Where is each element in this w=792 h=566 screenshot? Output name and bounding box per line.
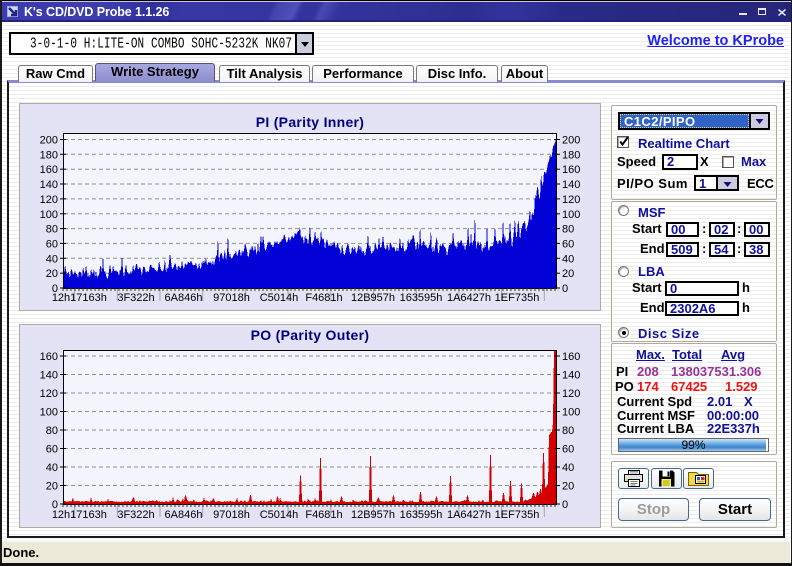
svg-text:1EF735h: 1EF735h [495,292,540,304]
svg-text:20: 20 [562,268,574,280]
svg-text:3F322h: 3F322h [117,509,154,521]
svg-text:100: 100 [562,407,580,419]
svg-text:80: 80 [46,425,58,437]
svg-text:120: 120 [562,388,580,400]
svg-text:140: 140 [40,179,58,191]
svg-text:1A6427h: 1A6427h [447,509,491,521]
svg-text:120: 120 [40,388,58,400]
svg-text:20: 20 [46,481,58,493]
svg-text:80: 80 [46,224,58,236]
svg-text:17163h: 17163h [70,509,107,521]
svg-text:6A846h: 6A846h [165,292,203,304]
svg-text:180: 180 [562,149,580,161]
svg-text:40: 40 [46,253,58,265]
svg-text:60: 60 [562,238,574,250]
svg-text:163595h: 163595h [400,292,443,304]
svg-text:140: 140 [562,370,580,382]
svg-text:60: 60 [46,238,58,250]
svg-text:80: 80 [562,425,574,437]
svg-text:160: 160 [562,164,580,176]
svg-text:100: 100 [562,209,580,221]
svg-text:0: 0 [562,283,568,295]
svg-text:12h: 12h [52,292,70,304]
svg-text:F4681h: F4681h [305,509,342,521]
svg-text:60: 60 [46,444,58,456]
svg-text:160: 160 [40,164,58,176]
svg-text:120: 120 [562,194,580,206]
svg-text:6A846h: 6A846h [165,509,203,521]
svg-text:20: 20 [562,481,574,493]
svg-text:40: 40 [562,462,574,474]
svg-text:0: 0 [52,283,58,295]
svg-text:60: 60 [562,444,574,456]
svg-text:200: 200 [562,135,580,147]
svg-text:100: 100 [40,209,58,221]
svg-text:PI (Parity Inner): PI (Parity Inner) [256,114,365,130]
svg-text:120: 120 [40,194,58,206]
svg-text:1A6427h: 1A6427h [447,292,491,304]
svg-text:160: 160 [40,351,58,363]
svg-text:0: 0 [52,499,58,511]
svg-text:140: 140 [562,179,580,191]
svg-text:1EF735h: 1EF735h [495,509,540,521]
svg-text:100: 100 [40,407,58,419]
svg-text:12B957h: 12B957h [351,292,395,304]
svg-text:3F322h: 3F322h [117,292,154,304]
svg-text:200: 200 [40,135,58,147]
svg-text:80: 80 [562,224,574,236]
svg-text:160: 160 [562,351,580,363]
svg-text:0: 0 [562,499,568,511]
svg-text:12B957h: 12B957h [351,509,395,521]
svg-text:20: 20 [46,268,58,280]
svg-text:180: 180 [40,149,58,161]
svg-text:163595h: 163595h [400,509,443,521]
svg-text:C5014h: C5014h [260,292,299,304]
svg-text:PO (Parity Outer): PO (Parity Outer) [251,327,370,343]
svg-text:C5014h: C5014h [260,509,299,521]
svg-text:40: 40 [562,253,574,265]
svg-text:97018h: 97018h [213,292,250,304]
svg-text:F4681h: F4681h [305,292,342,304]
svg-text:17163h: 17163h [70,292,107,304]
svg-text:40: 40 [46,462,58,474]
svg-text:97018h: 97018h [213,509,250,521]
svg-text:140: 140 [40,370,58,382]
svg-text:12h: 12h [52,509,70,521]
